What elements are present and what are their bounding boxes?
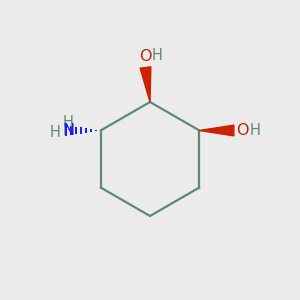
- Text: O: O: [139, 49, 152, 64]
- Polygon shape: [200, 125, 234, 136]
- Text: H: H: [63, 115, 74, 130]
- Text: N: N: [62, 123, 75, 138]
- Text: H: H: [49, 124, 60, 140]
- Text: H: H: [249, 123, 260, 138]
- Text: H: H: [152, 48, 162, 63]
- Polygon shape: [140, 67, 151, 102]
- Text: O: O: [237, 123, 249, 138]
